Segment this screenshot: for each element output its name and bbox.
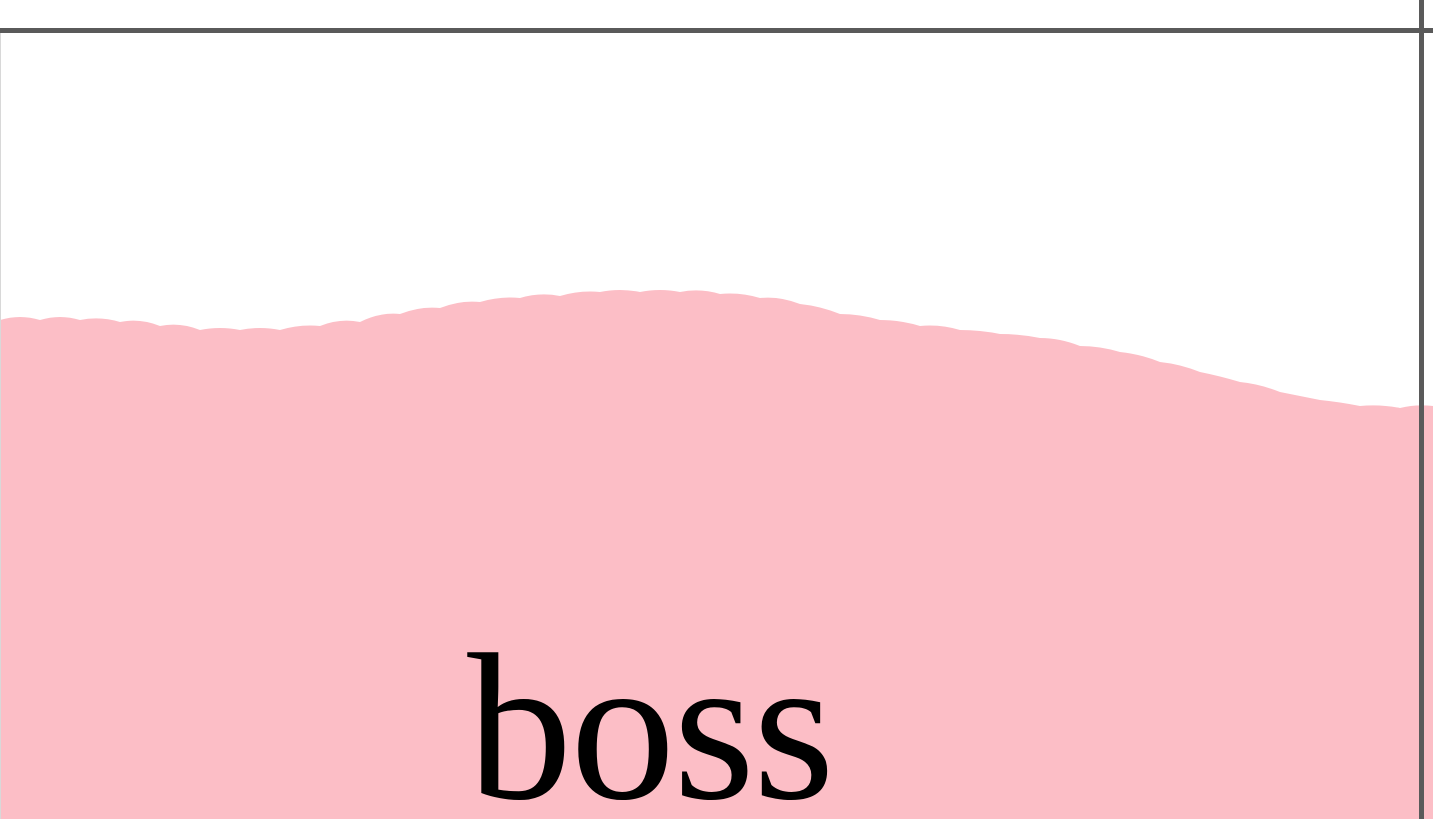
wavy-fill-path xyxy=(0,290,1433,819)
word-label: boss xyxy=(467,612,834,819)
top-border-line xyxy=(0,28,1433,33)
right-border-line xyxy=(1419,0,1424,819)
left-edge-line xyxy=(0,33,1,819)
